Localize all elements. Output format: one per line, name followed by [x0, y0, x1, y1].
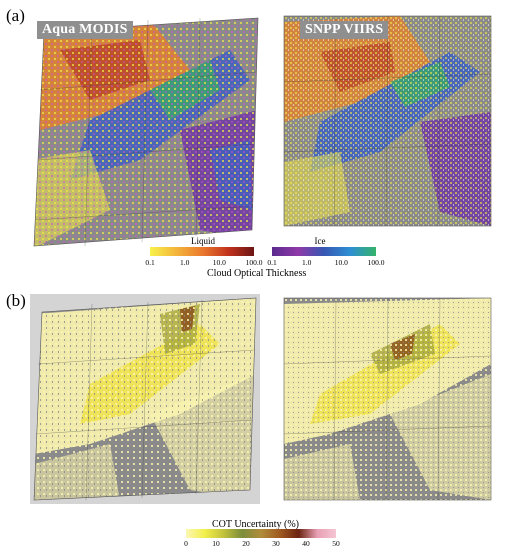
- colorbar-tick-label: 1.0: [301, 258, 312, 267]
- liquid-label: Liquid: [191, 236, 215, 246]
- colorbar-tick-label: 1.0: [179, 258, 190, 267]
- colorbar-tick-label: 0.1: [267, 258, 277, 267]
- liquid-ticks: 0.1 1.0 10.0 100.0: [145, 258, 262, 268]
- colorbar-tick-label: 0: [184, 539, 188, 548]
- panel-a-label: (a): [6, 6, 25, 25]
- modis-title: Aqua MODIS: [37, 21, 133, 39]
- colorbar-tick-label: 10.0: [334, 258, 348, 267]
- ice-colorbar: [272, 247, 376, 256]
- colorbar-tick-label: 100.0: [367, 258, 385, 267]
- colorbar-tick-label: 10.0: [212, 258, 226, 267]
- liquid-colorbar: [150, 247, 254, 256]
- uncertainty-colorbar-title: COT Uncertainty (%): [212, 519, 300, 530]
- map-b-modis: [30, 294, 260, 504]
- colorbar-tick-label: 40: [302, 539, 310, 548]
- uncertainty-colorbar: [186, 529, 336, 538]
- map-a-viirs: [283, 15, 492, 227]
- uncertainty-ticks: 0 10 20 30 40 50: [184, 539, 340, 549]
- colorbar-tick-label: 0.1: [145, 258, 155, 267]
- map-b-viirs: [283, 297, 492, 501]
- map-a-modis: [33, 17, 259, 247]
- panel-b-label: (b): [6, 291, 26, 310]
- colorbar-tick-label: 100.0: [245, 258, 263, 267]
- colorbar-tick-label: 10: [212, 539, 220, 548]
- colorbar-tick-label: 50: [332, 539, 340, 548]
- colorbar-tick-label: 20: [242, 539, 250, 548]
- viirs-title: SNPP VIIRS: [300, 21, 389, 39]
- ice-label: Ice: [314, 236, 326, 246]
- cot-colorbar-title: Cloud Optical Thickness: [207, 268, 307, 279]
- ice-ticks: 0.1 1.0 10.0 100.0: [267, 258, 384, 268]
- colorbar-tick-label: 30: [272, 539, 280, 548]
